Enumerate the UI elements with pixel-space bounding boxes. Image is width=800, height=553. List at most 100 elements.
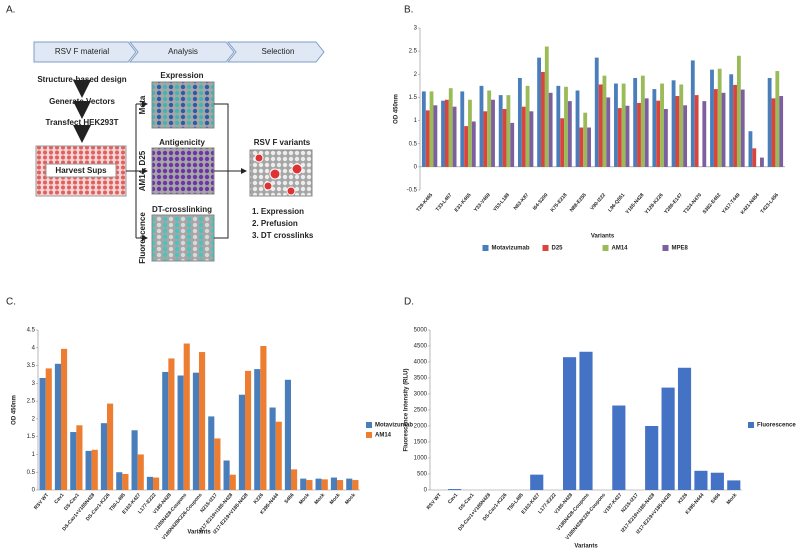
y-tick-label: 0: [414, 164, 418, 170]
bar: [421, 91, 426, 167]
bar: [45, 368, 52, 490]
y-tick-label: 0.5: [409, 141, 418, 147]
bar: [710, 69, 714, 167]
bar: [460, 91, 465, 167]
bar: [564, 86, 568, 167]
bar: [346, 478, 353, 490]
bar: [637, 102, 641, 167]
bar: [245, 370, 252, 490]
y-tick-label: 0.5: [27, 470, 36, 476]
x-tick-label: Y286-E147: [663, 192, 684, 215]
bar: [602, 75, 607, 167]
x-tick-label: L96-Q551: [607, 192, 626, 213]
y-tick-label: 1.5: [27, 434, 36, 440]
bar: [254, 369, 261, 490]
bar: [76, 425, 83, 490]
bar: [606, 97, 611, 167]
bar: [131, 430, 138, 490]
bar: [656, 100, 661, 167]
y-tick-label: 1: [414, 118, 418, 124]
x-tick-label: Cav1: [447, 492, 459, 505]
x-tick-label: T29-K465: [415, 192, 434, 213]
hit-well: [263, 181, 273, 191]
x-tick-label: Y128-K226: [644, 192, 665, 215]
y-tick-label: 4500: [414, 344, 428, 350]
bar: [70, 432, 77, 490]
bar: [441, 100, 445, 167]
bar: [575, 90, 580, 167]
bar: [146, 476, 153, 490]
x-tick-label: T33-L467: [435, 192, 454, 213]
y-axis-title: OD 450nm: [394, 94, 400, 124]
y-tick-label: 5000: [414, 328, 428, 334]
hit-well: [269, 168, 281, 180]
panel-label: A.: [6, 5, 15, 16]
plate: [151, 81, 215, 129]
x-axis-title: Variants: [574, 544, 598, 550]
bar: [137, 454, 144, 490]
bar: [521, 106, 526, 167]
y-tick-label: 4000: [414, 360, 428, 366]
panel-label: C.: [6, 297, 16, 308]
bar: [660, 83, 664, 167]
x-tick-label: K226: [253, 492, 265, 505]
bar: [645, 426, 659, 490]
bar: [284, 379, 291, 490]
x-tick-label: S466: [283, 492, 295, 505]
header: Analysis: [168, 47, 198, 56]
bar: [214, 438, 221, 490]
legend-label: AM14: [612, 246, 629, 252]
bar: [61, 348, 68, 490]
legend-swatch: [482, 245, 489, 251]
bar: [433, 105, 438, 167]
x-tick-label: S466: [710, 492, 722, 505]
bar: [671, 80, 676, 167]
x-tick-label: V90-I222: [589, 192, 607, 212]
panel-label: D.: [404, 297, 414, 308]
x-tick-label: S382-E462: [702, 192, 723, 215]
bar: [625, 105, 630, 167]
bar: [498, 95, 503, 167]
x-axis-title: Variants: [591, 234, 615, 240]
bar: [100, 423, 107, 490]
plate: [151, 147, 215, 195]
bar: [229, 474, 236, 490]
bar: [352, 480, 359, 490]
y-tick-label: 2.5: [27, 399, 36, 405]
y-tick-label: 4.5: [27, 328, 36, 334]
bar: [640, 75, 645, 167]
bar: [717, 68, 722, 167]
bar: [587, 127, 591, 167]
step: Generate Vectors: [49, 97, 115, 106]
legend-label: AM14: [375, 433, 392, 439]
bar: [444, 99, 449, 167]
bar: [116, 472, 123, 490]
bar: [541, 71, 545, 167]
bar: [748, 131, 753, 167]
x-tick-label: Mock: [344, 492, 357, 506]
bar: [291, 469, 298, 490]
legend-label: MPE8: [672, 246, 689, 252]
bar: [598, 84, 603, 167]
bar: [594, 57, 599, 167]
y-tick-label: 3000: [414, 392, 428, 398]
legend-swatch: [542, 245, 549, 251]
x-tick-label: Y33-V469: [473, 192, 492, 213]
bar: [713, 89, 718, 167]
header-chevron: [33, 41, 137, 63]
bar: [54, 363, 61, 490]
bar: [483, 111, 488, 167]
x-tick-label: N88-E255: [569, 192, 588, 213]
assay-side-label: Fluorescence: [138, 212, 147, 264]
y-tick-label: 500: [417, 472, 428, 478]
header-chevron: [226, 41, 325, 63]
x-tick-label: E31-K465: [454, 192, 473, 213]
y-tick-label: 2000: [414, 424, 428, 430]
plate: [151, 214, 215, 262]
bar: [487, 90, 492, 167]
y-tick-label: 2: [414, 72, 418, 78]
bar: [563, 357, 577, 490]
bar: [548, 92, 553, 167]
bar: [199, 352, 206, 490]
y-tick-label: 3: [414, 26, 418, 32]
